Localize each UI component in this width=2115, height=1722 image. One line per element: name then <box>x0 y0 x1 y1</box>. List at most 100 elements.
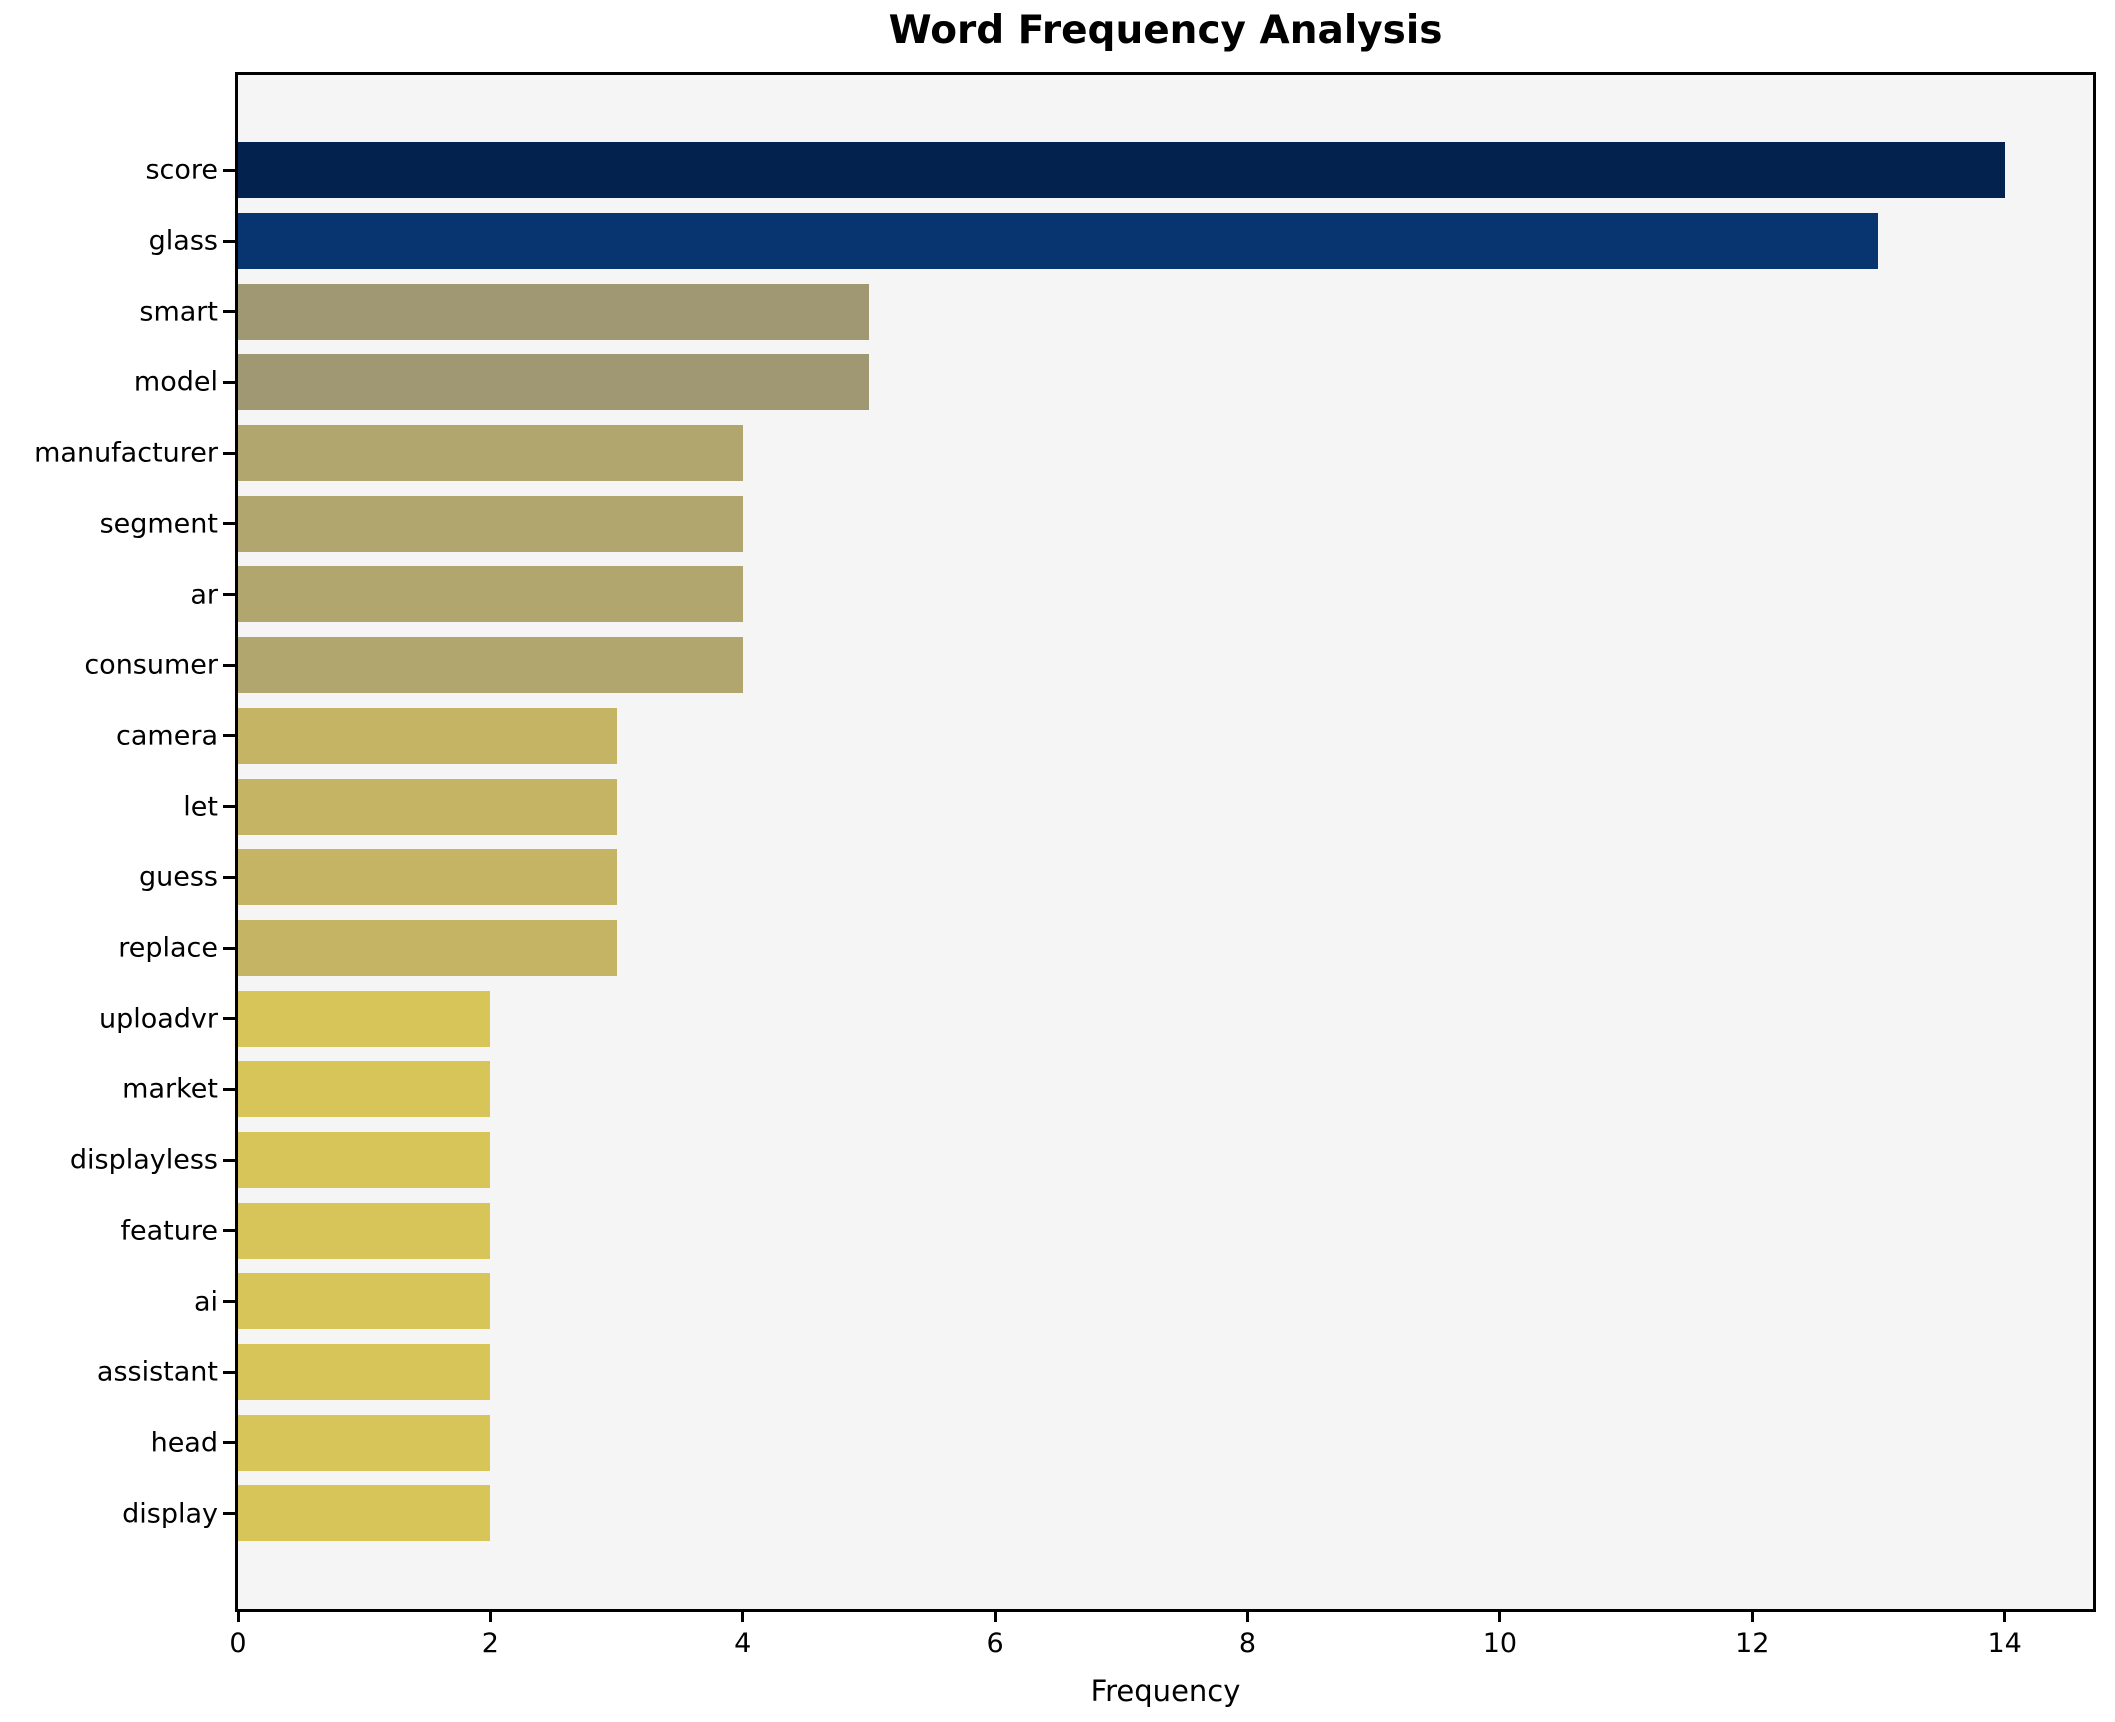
y-tick-mark <box>223 663 235 667</box>
bar-assistant <box>238 1344 491 1401</box>
y-tick-mark <box>223 1512 235 1516</box>
bar-feature <box>238 1202 491 1259</box>
bar-camera <box>238 707 617 764</box>
bar-let <box>238 778 617 835</box>
bar-ar <box>238 566 743 623</box>
bar-score <box>238 142 2005 199</box>
y-tick-mark <box>223 593 235 597</box>
bar-row-market <box>238 1054 2093 1125</box>
y-tick-label-displayless: displayless <box>69 1144 218 1176</box>
y-tick-mark <box>223 380 235 384</box>
x-tick-label-4: 4 <box>734 1628 752 1659</box>
y-tick-mark <box>223 1370 235 1374</box>
y-tick-mark <box>223 805 235 809</box>
x-tick-label-2: 2 <box>481 1628 499 1659</box>
y-tick-mark <box>223 1017 235 1021</box>
bar-display <box>238 1485 491 1542</box>
y-tick-label-market: market <box>122 1073 218 1105</box>
y-tick-label-uploadvr: uploadvr <box>98 1003 218 1035</box>
y-tick-label-head: head <box>150 1427 218 1459</box>
bar-row-model <box>238 347 2093 418</box>
y-tick-label-manufacturer: manufacturer <box>34 437 218 469</box>
bar-row-let <box>238 771 2093 842</box>
y-tick-label-smart: smart <box>139 296 218 328</box>
x-tick-label-12: 12 <box>1735 1628 1770 1659</box>
plot-area <box>235 72 2096 1612</box>
bars-container <box>238 75 2093 1609</box>
y-tick-label-model: model <box>133 366 218 398</box>
bar-segment <box>238 495 743 552</box>
bar-row-feature <box>238 1195 2093 1266</box>
x-axis-label: Frequency <box>1090 1674 1241 1708</box>
y-tick-label-ai: ai <box>193 1286 218 1318</box>
y-tick-label-feature: feature <box>120 1215 218 1247</box>
bar-row-smart <box>238 276 2093 347</box>
bar-glass <box>238 213 1879 270</box>
bar-guess <box>238 849 617 906</box>
bar-row-ar <box>238 559 2093 630</box>
bar-manufacturer <box>238 425 743 482</box>
y-tick-label-let: let <box>183 791 218 823</box>
x-tick-mark <box>236 1612 240 1622</box>
y-tick-label-replace: replace <box>118 932 218 964</box>
y-tick-label-segment: segment <box>99 508 218 540</box>
x-tick-label-0: 0 <box>229 1628 247 1659</box>
bar-row-uploadvr <box>238 983 2093 1054</box>
bar-row-display <box>238 1478 2093 1549</box>
y-tick-label-glass: glass <box>148 225 218 257</box>
bar-model <box>238 354 869 411</box>
y-tick-mark <box>223 522 235 526</box>
bar-row-head <box>238 1407 2093 1478</box>
bar-row-manufacturer <box>238 418 2093 489</box>
bar-row-assistant <box>238 1337 2093 1408</box>
x-tick-mark <box>1750 1612 1754 1622</box>
y-tick-label-camera: camera <box>116 720 218 752</box>
y-tick-label-assistant: assistant <box>96 1356 218 1388</box>
bar-row-guess <box>238 842 2093 913</box>
x-tick-mark <box>2003 1612 2007 1622</box>
bar-row-consumer <box>238 630 2093 701</box>
y-tick-label-ar: ar <box>190 579 218 611</box>
y-tick-mark <box>223 734 235 738</box>
bar-consumer <box>238 637 743 694</box>
y-tick-mark <box>223 1158 235 1162</box>
y-tick-mark <box>223 239 235 243</box>
x-tick-mark <box>1498 1612 1502 1622</box>
bar-row-camera <box>238 701 2093 772</box>
chart-title: Word Frequency Analysis <box>888 8 1443 53</box>
x-tick-label-8: 8 <box>1238 1628 1257 1659</box>
y-tick-mark <box>223 1229 235 1233</box>
bar-uploadvr <box>238 990 491 1047</box>
bar-market <box>238 1061 491 1118</box>
bar-ai <box>238 1273 491 1330</box>
bar-displayless <box>238 1131 491 1188</box>
bar-row-score <box>238 135 2093 206</box>
y-tick-mark <box>223 946 235 950</box>
x-tick-label-14: 14 <box>1987 1628 2022 1659</box>
y-tick-label-guess: guess <box>139 861 218 893</box>
bar-row-glass <box>238 206 2093 277</box>
x-tick-mark <box>993 1612 997 1622</box>
x-tick-mark <box>488 1612 492 1622</box>
bar-head <box>238 1414 491 1471</box>
y-tick-label-consumer: consumer <box>84 649 218 681</box>
bar-replace <box>238 919 617 976</box>
y-tick-mark <box>223 168 235 172</box>
y-tick-mark <box>223 1300 235 1304</box>
x-tick-mark <box>1246 1612 1250 1622</box>
y-tick-label-display: display <box>122 1498 218 1530</box>
y-tick-mark <box>223 1441 235 1445</box>
x-tick-label-6: 6 <box>986 1628 1004 1659</box>
y-tick-mark <box>223 1087 235 1091</box>
y-tick-mark <box>223 875 235 879</box>
x-tick-mark <box>741 1612 745 1622</box>
bar-row-segment <box>238 488 2093 559</box>
y-tick-mark <box>223 451 235 455</box>
y-tick-label-score: score <box>145 154 218 186</box>
bar-smart <box>238 283 869 340</box>
bar-row-replace <box>238 913 2093 984</box>
y-tick-mark <box>223 310 235 314</box>
x-tick-label-10: 10 <box>1482 1628 1518 1659</box>
bar-row-displayless <box>238 1125 2093 1196</box>
